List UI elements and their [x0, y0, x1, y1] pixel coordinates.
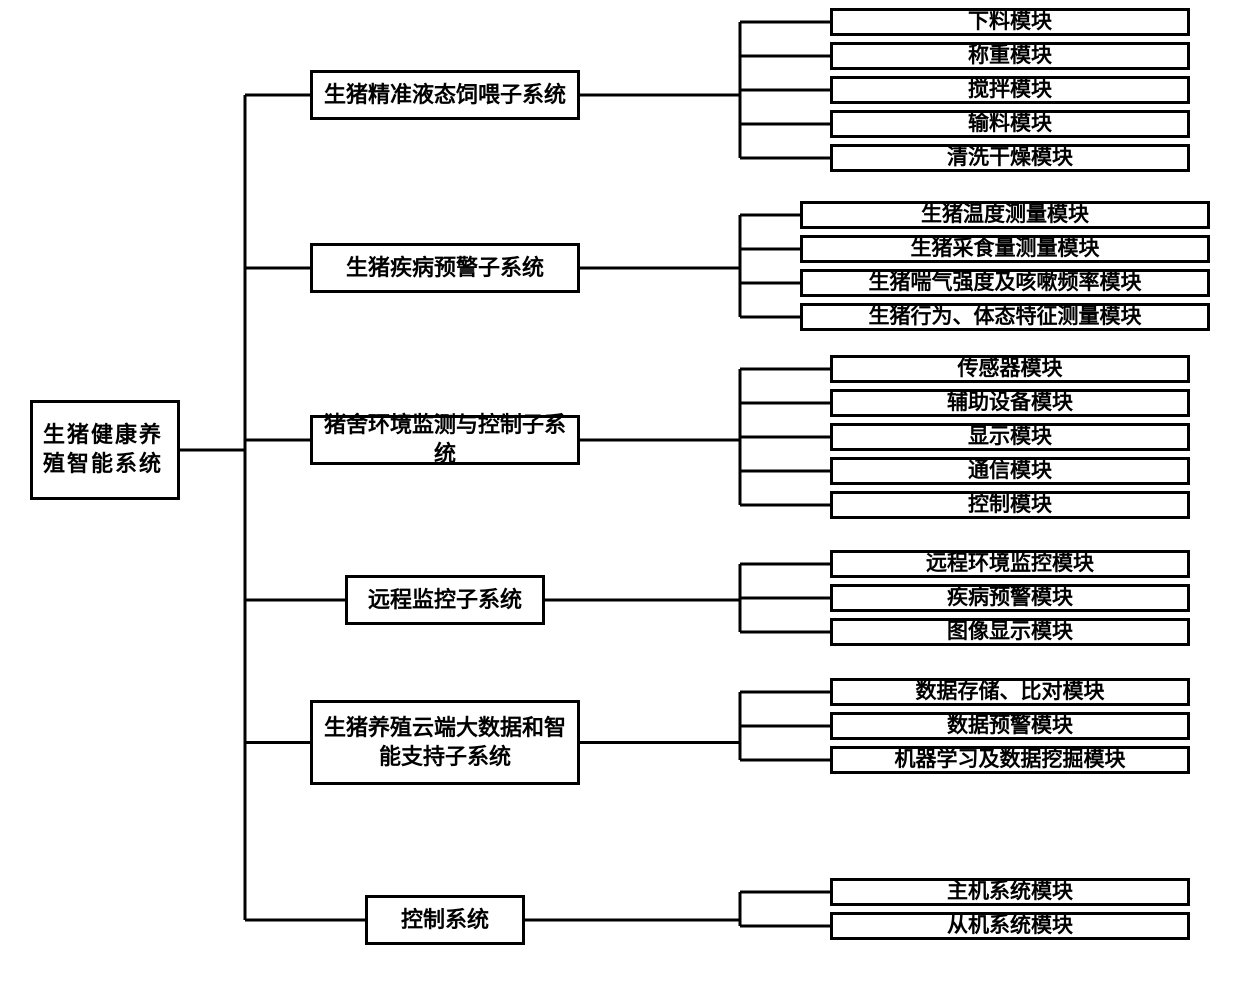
leaf-feeding-2: 搅拌模块 [830, 76, 1190, 104]
leaf-bigdata-0: 数据存储、比对模块 [830, 678, 1190, 706]
subsystem-remote: 远程监控子系统 [345, 575, 545, 625]
subsystem-env: 猪舍环境监测与控制子系统 [310, 415, 580, 465]
leaf-feeding-4: 清洗干燥模块 [830, 144, 1190, 172]
leaf-env-1: 辅助设备模块 [830, 389, 1190, 417]
leaf-env-4: 控制模块 [830, 491, 1190, 519]
leaf-control-1: 从机系统模块 [830, 912, 1190, 940]
leaf-remote-0: 远程环境监控模块 [830, 550, 1190, 578]
leaf-disease-2: 生猪喘气强度及咳嗽频率模块 [800, 269, 1210, 297]
root-node: 生猪健康养殖智能系统 [30, 400, 180, 500]
leaf-disease-0: 生猪温度测量模块 [800, 201, 1210, 229]
leaf-feeding-1: 称重模块 [830, 42, 1190, 70]
leaf-feeding-0: 下料模块 [830, 8, 1190, 36]
subsystem-control: 控制系统 [365, 895, 525, 945]
leaf-feeding-3: 输料模块 [830, 110, 1190, 138]
leaf-env-2: 显示模块 [830, 423, 1190, 451]
leaf-control-0: 主机系统模块 [830, 878, 1190, 906]
leaf-remote-2: 图像显示模块 [830, 618, 1190, 646]
leaf-disease-3: 生猪行为、体态特征测量模块 [800, 303, 1210, 331]
subsystem-feeding: 生猪精准液态饲喂子系统 [310, 70, 580, 120]
leaf-bigdata-1: 数据预警模块 [830, 712, 1190, 740]
leaf-disease-1: 生猪采食量测量模块 [800, 235, 1210, 263]
leaf-env-3: 通信模块 [830, 457, 1190, 485]
subsystem-bigdata: 生猪养殖云端大数据和智能支持子系统 [310, 700, 580, 785]
leaf-remote-1: 疾病预警模块 [830, 584, 1190, 612]
leaf-bigdata-2: 机器学习及数据挖掘模块 [830, 746, 1190, 774]
diagram-canvas: 生猪健康养殖智能系统 生猪精准液态饲喂子系统 下料模块称重模块搅拌模块输料模块清洗干… [0, 0, 1240, 981]
subsystem-disease: 生猪疾病预警子系统 [310, 243, 580, 293]
leaf-env-0: 传感器模块 [830, 355, 1190, 383]
